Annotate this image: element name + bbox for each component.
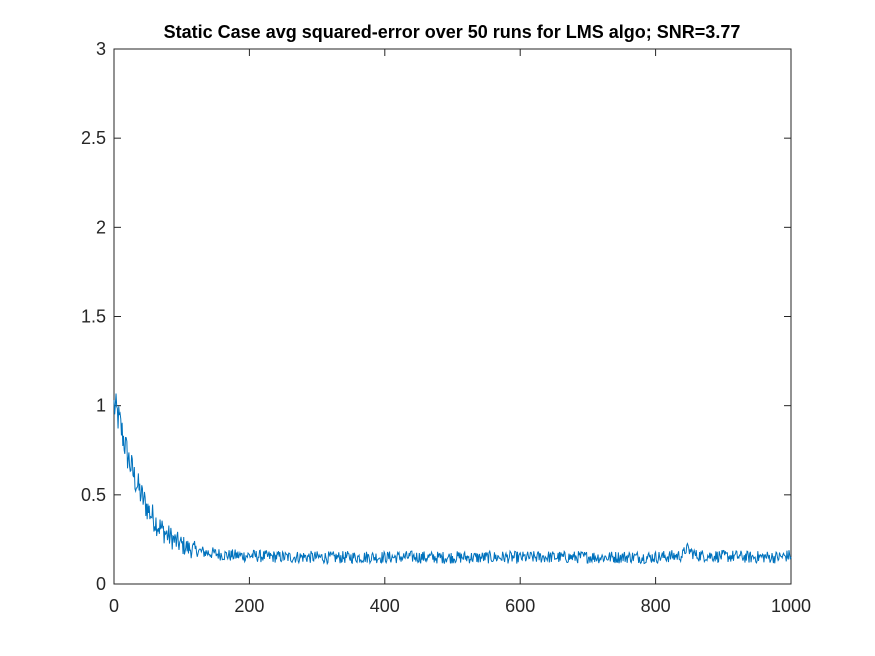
x-tick-label: 200 [234, 596, 264, 616]
series-line [113, 393, 792, 566]
y-tick-label: 0.5 [81, 485, 106, 505]
plot-area [113, 48, 792, 585]
x-tick-label: 600 [505, 596, 535, 616]
y-tick-label: 0 [96, 574, 106, 594]
y-tick-label: 2.5 [81, 128, 106, 148]
y-tick-label: 1 [96, 396, 106, 416]
y-tick-label: 3 [96, 39, 106, 59]
y-tick-label: 1.5 [81, 307, 106, 327]
y-tick-label: 2 [96, 217, 106, 237]
axis-ticks [113, 48, 792, 585]
x-tick-label: 1000 [771, 596, 811, 616]
x-tick-label: 0 [109, 596, 119, 616]
x-tick-label: 800 [641, 596, 671, 616]
chart-title: Static Case avg squared-error over 50 ru… [164, 22, 741, 42]
axis-tick-labels: 0 200 400 600 800 1000 0 0.5 1 1.5 2 2.5 3 [81, 39, 811, 616]
x-tick-label: 400 [370, 596, 400, 616]
